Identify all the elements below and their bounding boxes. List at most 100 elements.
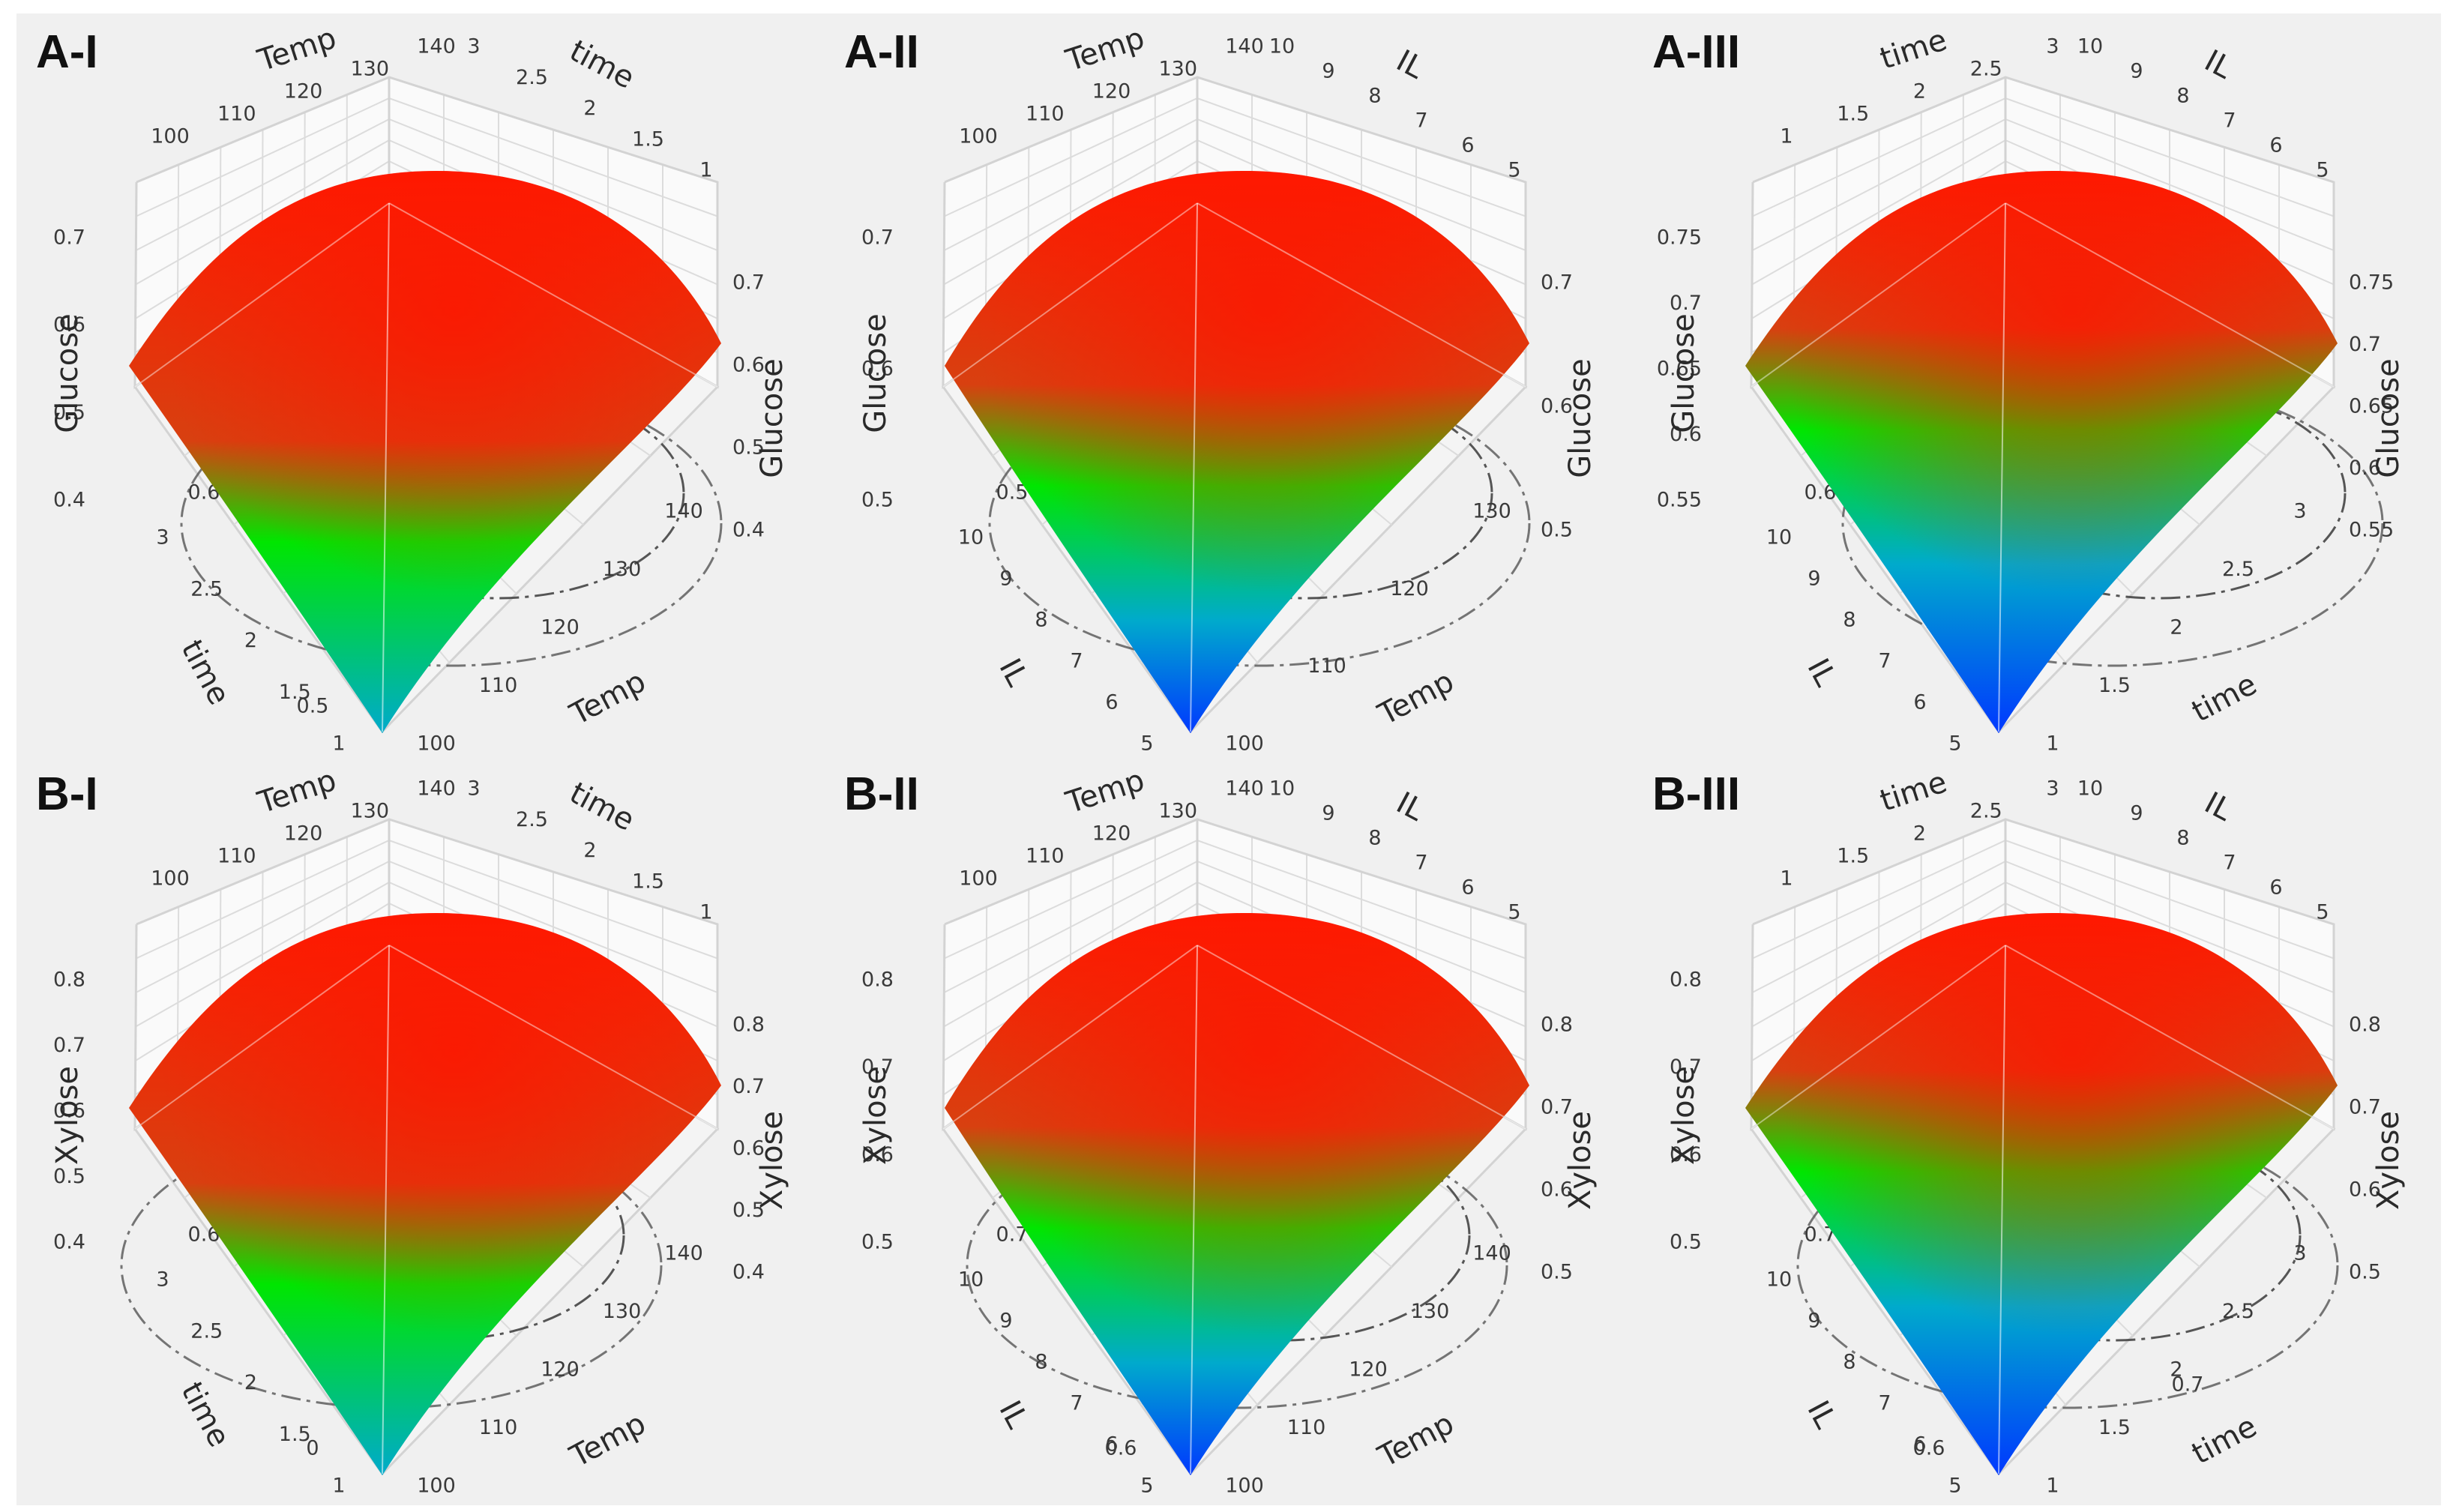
front-axis-right-tick: 120 <box>1349 1358 1388 1382</box>
back-axis-b-tick: 7 <box>2223 109 2236 133</box>
back-axis-a-tick: 110 <box>1026 103 1065 126</box>
back-axis-a-title: Temp <box>253 21 341 79</box>
z-tick-label: 0.5 <box>732 436 765 460</box>
back-axis-b-tick: 8 <box>2176 85 2189 108</box>
front-axis-left-tick: 10 <box>958 1268 984 1292</box>
back-axis-b-tick: 1.5 <box>632 870 664 893</box>
front-axis-left-title: IL <box>1800 1395 1843 1434</box>
front-axis-right-title: Temp <box>564 664 651 732</box>
front-axis-right-title: Temp <box>1372 664 1460 732</box>
front-axis-left-tick: 6 <box>1105 1433 1118 1457</box>
front-axis-right-tick: 1.5 <box>2098 674 2131 697</box>
surface-grid <box>1197 945 1526 1130</box>
back-axis-b-tick: 9 <box>1322 60 1334 83</box>
back-axis-b-tick: 10 <box>1269 777 1295 801</box>
z-tick-label: 0.5 <box>53 401 85 424</box>
box-edge-front <box>1998 945 2006 1475</box>
front-axis-right-tick: 130 <box>1411 1300 1450 1323</box>
panel-label: A-III <box>1652 26 1741 78</box>
back-axis-a-tick: 140 <box>1225 777 1264 801</box>
front-axis-left-tick: 9 <box>999 567 1012 591</box>
front-axis-right-tick: 2 <box>2170 616 2182 639</box>
back-axis-a-tick: 110 <box>217 845 256 868</box>
z-axis-title-left: Xylose <box>1667 1066 1701 1165</box>
contour-label: 0.5 <box>297 695 329 718</box>
back-axis-a-tick: 110 <box>217 103 256 126</box>
back-axis-a-tick: 130 <box>350 58 389 81</box>
z-axis-title-right: Glucose <box>2371 358 2406 478</box>
z-tick-label: 0.7 <box>1670 292 1702 315</box>
panel-label: A-I <box>36 26 98 78</box>
z-tick-label: 0.6 <box>1670 1143 1702 1166</box>
front-axis-left-tick: 5 <box>1140 1475 1153 1498</box>
back-axis-b-tick: 8 <box>2176 827 2189 850</box>
panel-label: B-II <box>844 768 919 820</box>
front-axis-left-tick: 2 <box>244 1371 257 1394</box>
z-tick-label: 0.6 <box>861 358 894 381</box>
front-axis-left-tick: 7 <box>1070 1392 1083 1415</box>
front-axis-left-tick: 9 <box>999 1310 1012 1333</box>
back-axis-b-tick: 1.5 <box>632 127 664 151</box>
front-axis-right-tick: 100 <box>1225 732 1264 756</box>
front-axis-right-tick: 3 <box>2293 500 2306 523</box>
front-axis-left-tick: 5 <box>1948 1475 1961 1498</box>
back-axis-a-tick: 130 <box>1158 800 1197 823</box>
front-axis-left-tick: 2.5 <box>190 577 223 600</box>
back-axis-a-tick: 100 <box>959 867 998 891</box>
back-axis-a-tick: 130 <box>1158 58 1197 81</box>
back-axis-b-tick: 2.5 <box>516 66 548 89</box>
front-axis-left-tick: 2.5 <box>190 1319 223 1343</box>
z-axis-title-right: Xylose <box>1563 1111 1598 1210</box>
back-axis-b-tick: 5 <box>1508 901 1520 924</box>
z-axis-title-left: Glucose <box>858 313 893 433</box>
back-axis-b-tick: 10 <box>1269 35 1295 58</box>
front-axis-right-tick: 130 <box>1472 500 1511 523</box>
z-tick-label: 0.6 <box>732 354 765 377</box>
front-axis-left-title: IL <box>1800 653 1843 692</box>
z-tick-label: 0.7 <box>1541 271 1573 295</box>
panel-a-i: A-I 0.6 0.5 0.4 0.5 0.6 0.7 0.4 0.5 0.6 0.7 Glucose… <box>16 13 825 763</box>
front-axis-right-tick: 140 <box>1472 1242 1511 1265</box>
z-tick-label: 0.6 <box>1541 1178 1573 1202</box>
surface-plot: 0.7 0.6 0.5 0.6 0.7 0.8 0.5 0.6 0.7 0.8 Xylose Xylo… <box>858 763 1598 1498</box>
z-tick-label: 0.8 <box>732 1013 765 1037</box>
back-axis-a-tick: 3 <box>2046 35 2059 58</box>
box-edge-front <box>382 202 390 732</box>
z-tick-label: 0.8 <box>861 969 894 992</box>
box-edge-front <box>382 945 390 1475</box>
front-axis-left-tick: 8 <box>1035 1351 1047 1374</box>
back-axis-b-tick: 8 <box>1368 827 1381 850</box>
z-tick-label: 0.6 <box>2349 457 2381 480</box>
z-tick-label: 0.4 <box>732 1261 765 1284</box>
surface-highlight <box>1745 171 2338 733</box>
z-axis-title-left: Glucose <box>1667 313 1701 433</box>
z-axis-title-left: Xylose <box>50 1066 85 1165</box>
back-axis-b-tick: 6 <box>1461 134 1474 157</box>
panel-label: B-I <box>36 768 98 820</box>
back-axis-b-tick: 2 <box>583 839 596 862</box>
surface-highlight <box>945 171 1529 733</box>
back-axis-b-tick: 2 <box>583 97 596 120</box>
back-axis-b-tick: 3 <box>467 35 480 58</box>
surface-grid <box>1197 202 1526 388</box>
back-axis-b-tick: 9 <box>1322 802 1334 825</box>
z-tick-label: 0.6 <box>2349 1178 2381 1202</box>
z-tick-label: 0.8 <box>53 969 85 992</box>
z-tick-label: 0.7 <box>732 271 765 295</box>
panel-b-iii: B-III 0.7 0.6 0.7 0.5 0.6 0.7 0.8 0.5 0.6 0.7 0.8 Xy… <box>1633 756 2441 1505</box>
back-axis-b-tick: 10 <box>2077 35 2103 58</box>
back-axis-a-tick: 2.5 <box>1970 58 2002 81</box>
surface-grid <box>1751 202 2006 388</box>
z-tick-label: 0.7 <box>732 1075 765 1098</box>
back-axis-a-title: time <box>1876 765 1951 819</box>
front-axis-left-tick: 6 <box>1105 691 1118 714</box>
back-axis-a-tick: 140 <box>1225 35 1264 58</box>
panel-a-iii: A-III 0.6 0.55 0.6 0.65 0.7 0.75 0.55 0.6 0.65 0.7… <box>1633 13 2441 763</box>
z-tick-label: 0.7 <box>2349 1096 2381 1119</box>
z-tick-label: 0.6 <box>861 1143 894 1166</box>
surface-grid <box>134 202 390 388</box>
surface-highlight <box>1745 913 2338 1475</box>
back-axis-b-tick: 5 <box>2316 901 2329 924</box>
back-axis-a-tick: 120 <box>284 80 323 103</box>
